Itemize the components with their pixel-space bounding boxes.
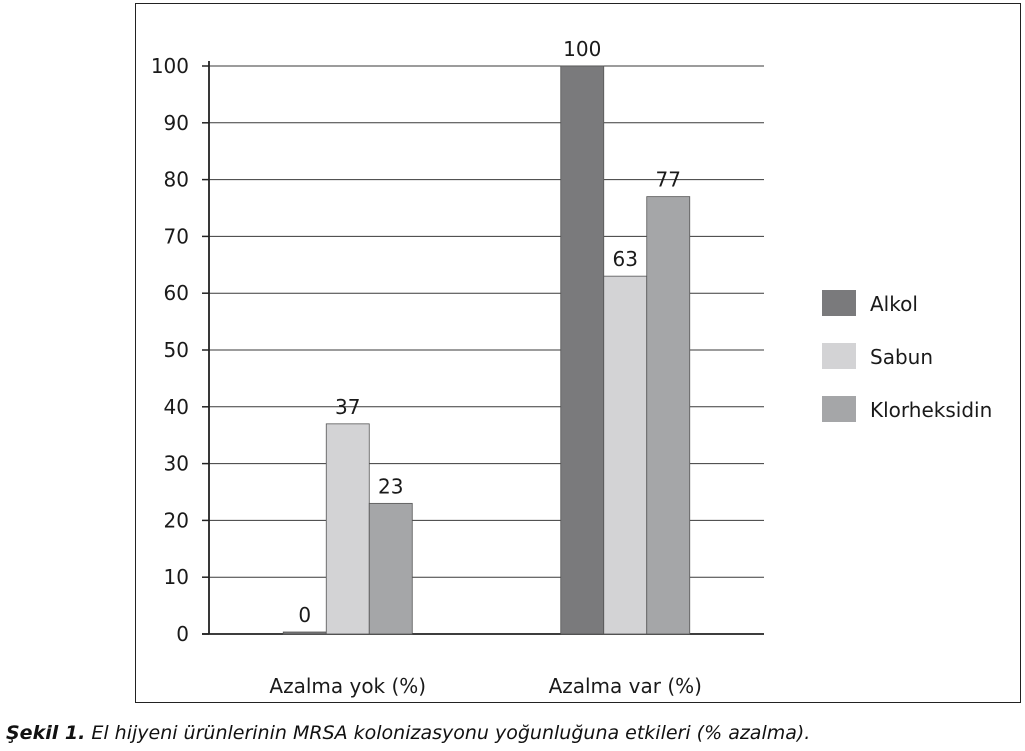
y-tick-label: 10 [164,565,189,589]
figure-caption-text: El hijyeni ürünlerinin MRSA kolonizasyon… [85,722,811,744]
data-label: 37 [335,395,360,419]
y-tick-label: 0 [176,622,189,646]
legend-label: Sabun [870,345,933,369]
y-tick-label: 100 [151,54,189,78]
bar-alkol [282,631,327,635]
x-category-label: Azalma var (%) [549,674,702,698]
bar-klorheksidin [368,502,413,635]
y-tick-label: 40 [164,395,189,419]
bar-klorheksidin [646,196,691,635]
y-tick-label: 50 [164,338,189,362]
legend-label: Alkol [870,292,918,316]
legend-swatch [822,343,856,369]
bar-alkol [560,65,605,635]
bar-sabun [325,423,370,635]
y-tick-label: 70 [164,224,189,248]
data-label: 100 [563,37,601,61]
y-tick-label: 20 [164,508,189,532]
legend-swatch [822,396,856,422]
y-tick-label: 60 [164,281,189,305]
chart-frame: 0 10 20 30 40 50 60 70 80 90 100 0 37 23 Azalma yok (%… [135,3,1021,703]
bar-sabun [603,275,648,635]
data-label: 0 [298,603,311,627]
figure-caption-label: Şekil 1. [6,722,86,744]
data-label: 63 [613,247,638,271]
legend-swatch [822,290,856,316]
data-label: 77 [656,168,681,192]
x-category-label: Azalma yok (%) [269,674,426,698]
data-label: 23 [378,474,403,498]
y-tick-label: 90 [164,111,189,135]
y-tick-label: 30 [164,452,189,476]
legend-label: Klorheksidin [870,398,992,422]
figure-caption: Şekil 1. El hijyeni ürünlerinin MRSA kol… [6,722,810,744]
bar-chart: 0 10 20 30 40 50 60 70 80 90 100 0 37 23 Azalma yok (%… [151,37,992,698]
y-tick-label: 80 [164,168,189,192]
